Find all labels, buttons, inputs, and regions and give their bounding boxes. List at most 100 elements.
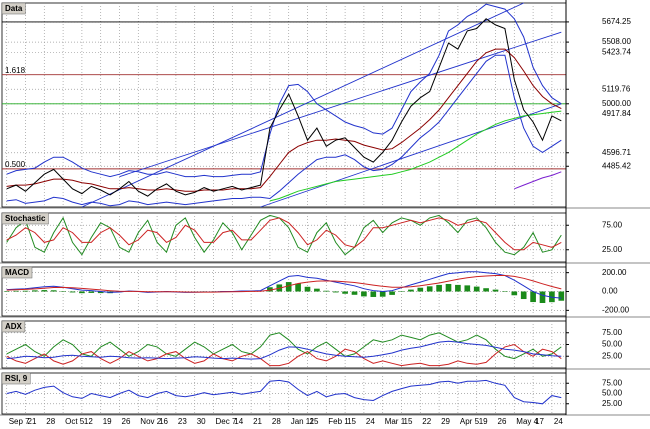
y-tick-label: 50.00	[602, 340, 623, 349]
pane-title-box	[1, 320, 26, 333]
histogram-bar	[285, 282, 292, 292]
y-tick-label: 5000.00	[602, 99, 631, 108]
series-line	[6, 18, 562, 197]
histogram-bar	[351, 291, 358, 295]
series-line	[6, 379, 562, 405]
pane-title-box	[1, 2, 26, 15]
x-tick-label: Mar 1	[385, 417, 406, 426]
pane-title: MACD	[5, 268, 29, 277]
pane-title: Stochastic	[5, 214, 46, 223]
histogram-bar	[511, 291, 518, 296]
pane-title: ADX	[5, 322, 23, 331]
histogram-bar	[502, 291, 508, 292]
x-tick-label: 21	[28, 417, 37, 426]
histogram-bar	[408, 289, 414, 292]
x-tick-label: 15	[347, 417, 356, 426]
histogram-bar	[520, 291, 527, 300]
y-tick-label: 4485.42	[602, 161, 631, 170]
pane-title-box	[1, 266, 33, 279]
fib-label: 1.618	[5, 66, 26, 75]
x-tick-label: Oct 5	[65, 417, 85, 426]
histogram-bar	[88, 291, 95, 293]
histogram-bar	[332, 291, 339, 293]
series-line	[514, 171, 562, 190]
x-tick-label: Dec 7	[216, 417, 237, 426]
histogram-bar	[79, 291, 85, 294]
x-tick-label: 28	[272, 417, 281, 426]
x-tick-label: 12	[84, 417, 93, 426]
pane-title: RSI, 9	[5, 374, 28, 383]
histogram-bar	[455, 284, 461, 292]
pane-title: Data	[5, 4, 23, 13]
series-line	[6, 48, 562, 192]
x-tick-label: 21	[253, 417, 262, 426]
trend-line	[260, 103, 562, 208]
histogram-bar	[295, 283, 301, 292]
y-tick-label: 25.00	[602, 245, 623, 254]
y-tick-label: 50.00	[602, 389, 623, 398]
x-tick-label: 19	[103, 417, 112, 426]
histogram-bar	[69, 291, 76, 293]
histogram-bar	[342, 291, 348, 294]
histogram-bar	[492, 289, 499, 292]
y-tick-label: -200.00	[602, 305, 630, 314]
x-tick-label: 19	[479, 417, 488, 426]
x-tick-label: 14	[234, 417, 243, 426]
series-line	[269, 110, 562, 202]
y-tick-label: 0.00	[602, 287, 618, 296]
x-tick-label: 16	[159, 417, 168, 426]
series-line	[6, 332, 562, 360]
histogram-bar	[323, 290, 330, 292]
histogram-bar	[267, 287, 273, 292]
y-tick-label: 75.00	[602, 220, 623, 229]
fib-label: 0.500	[5, 160, 26, 169]
histogram-bar	[483, 288, 489, 292]
x-tick-label: Nov 2	[140, 417, 161, 426]
x-tick-label: 15	[404, 417, 413, 426]
y-tick-label: 5508.00	[602, 37, 631, 46]
series-line	[6, 275, 562, 293]
y-tick-label: 25.00	[602, 399, 623, 408]
x-tick-label: 17	[535, 417, 544, 426]
series-line	[6, 340, 562, 360]
pane-title-box	[1, 212, 49, 225]
x-tick-label: 23	[178, 417, 187, 426]
histogram-bar	[426, 286, 433, 292]
x-tick-label: 25	[310, 417, 319, 426]
pane-frame	[1, 2, 567, 208]
histogram-bar	[370, 291, 377, 297]
histogram-bar	[473, 286, 480, 292]
histogram-bar	[32, 290, 38, 292]
histogram-bar	[314, 288, 320, 292]
x-tick-label: 28	[46, 417, 55, 426]
histogram-bar	[22, 290, 29, 292]
histogram-bar	[389, 291, 395, 295]
x-tick-label: 30	[197, 417, 206, 426]
histogram-bar	[445, 283, 452, 292]
x-tick-label: May 4	[516, 417, 538, 426]
histogram-bar	[530, 291, 536, 303]
histogram-bar	[539, 291, 546, 303]
histogram-bar	[417, 287, 424, 292]
y-tick-label: 4917.84	[602, 109, 631, 118]
y-tick-label: 5674.25	[602, 17, 631, 26]
histogram-bar	[41, 290, 48, 292]
histogram-bar	[3, 291, 10, 292]
histogram-bar	[13, 290, 19, 292]
pane-title-box	[1, 372, 31, 385]
x-tick-label: Jan 11	[291, 417, 315, 426]
histogram-bar	[398, 291, 405, 292]
x-tick-label: 26	[122, 417, 131, 426]
series-line	[6, 214, 562, 256]
x-tick-label: 26	[498, 417, 507, 426]
histogram-bar	[379, 291, 386, 297]
histogram-bar	[464, 285, 471, 292]
series-line	[6, 3, 562, 178]
series-line	[6, 54, 562, 207]
histogram-bar	[97, 291, 104, 294]
series-line	[6, 217, 562, 251]
series-line	[6, 271, 562, 299]
y-tick-label: 200.00	[602, 268, 627, 277]
y-tick-label: 75.00	[602, 378, 623, 387]
